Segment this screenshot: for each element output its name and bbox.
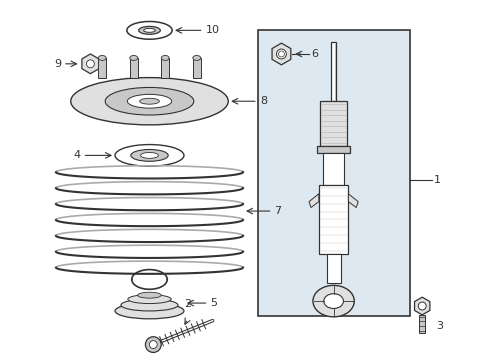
Polygon shape: [415, 297, 430, 315]
Text: 1: 1: [434, 175, 441, 185]
Ellipse shape: [71, 78, 228, 125]
Text: 2: 2: [184, 299, 192, 309]
Ellipse shape: [105, 87, 194, 115]
Ellipse shape: [161, 55, 169, 60]
Circle shape: [86, 60, 95, 68]
Bar: [319, 185, 348, 254]
Text: 3: 3: [436, 321, 443, 331]
Bar: [193, 58, 201, 78]
Ellipse shape: [128, 295, 171, 303]
Ellipse shape: [98, 55, 106, 60]
Text: 5: 5: [211, 298, 218, 308]
Bar: [323, 153, 344, 185]
Polygon shape: [272, 43, 291, 65]
Text: 10: 10: [206, 25, 220, 35]
Ellipse shape: [139, 26, 160, 34]
Ellipse shape: [115, 303, 184, 319]
Bar: [320, 101, 347, 145]
Ellipse shape: [127, 22, 172, 39]
Bar: [327, 254, 341, 283]
Circle shape: [149, 341, 157, 348]
Ellipse shape: [138, 292, 161, 298]
Ellipse shape: [121, 299, 178, 311]
Bar: [317, 145, 350, 153]
Bar: [130, 58, 138, 78]
Polygon shape: [348, 194, 358, 208]
Text: 8: 8: [260, 96, 267, 106]
Text: 7: 7: [274, 206, 282, 216]
Bar: [419, 315, 425, 333]
Circle shape: [146, 337, 161, 352]
Bar: [258, 30, 411, 316]
Ellipse shape: [193, 55, 201, 60]
Ellipse shape: [324, 294, 343, 309]
Ellipse shape: [115, 145, 184, 166]
Text: 4: 4: [74, 150, 80, 161]
Ellipse shape: [130, 55, 138, 60]
Text: 9: 9: [54, 59, 61, 69]
Ellipse shape: [144, 28, 155, 32]
Polygon shape: [82, 54, 99, 74]
Bar: [331, 42, 336, 101]
Ellipse shape: [141, 152, 158, 158]
Ellipse shape: [127, 94, 172, 108]
Circle shape: [276, 49, 286, 59]
Ellipse shape: [313, 285, 354, 317]
Circle shape: [418, 302, 426, 310]
Text: 6: 6: [311, 49, 318, 59]
Bar: [161, 58, 169, 78]
Bar: [98, 58, 106, 78]
Ellipse shape: [131, 149, 168, 161]
Ellipse shape: [140, 98, 159, 104]
Polygon shape: [309, 194, 319, 208]
Circle shape: [278, 51, 284, 57]
